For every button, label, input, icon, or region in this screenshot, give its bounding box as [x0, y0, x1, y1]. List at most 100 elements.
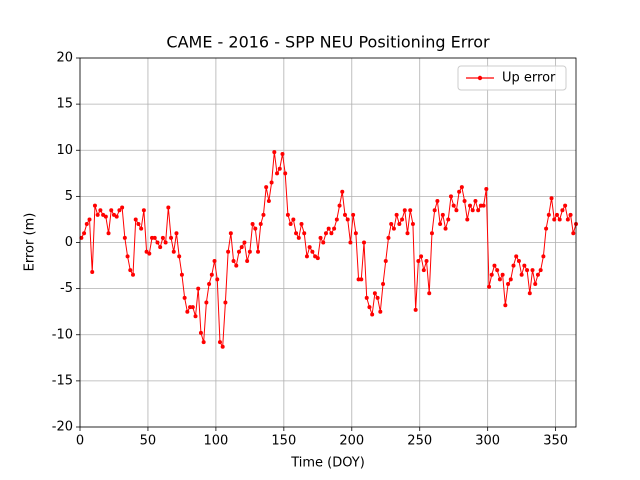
data-point [256, 249, 261, 254]
x-tick-label: 300 [475, 434, 500, 449]
data-point [372, 291, 377, 296]
data-point [500, 272, 505, 277]
data-point [141, 208, 146, 213]
data-point [236, 249, 241, 254]
data-point [348, 240, 353, 245]
legend-box [457, 65, 567, 91]
data-point [503, 303, 508, 308]
data-point [563, 203, 568, 208]
data-point [190, 305, 195, 310]
data-point [410, 222, 415, 227]
data-point [226, 249, 231, 254]
data-point [326, 226, 331, 231]
data-point [217, 340, 222, 345]
data-point [296, 235, 301, 240]
data-point [315, 256, 320, 261]
data-point [351, 212, 356, 217]
data-point [163, 240, 168, 245]
data-point [136, 222, 141, 227]
data-point [114, 214, 119, 219]
data-point [179, 272, 184, 277]
chart-title: CAME - 2016 - SPP NEU Positioning Error [166, 33, 490, 52]
data-point [277, 166, 282, 171]
data-point [492, 263, 497, 268]
data-point [299, 222, 304, 227]
data-point [264, 185, 269, 190]
y-tick-label: 15 [56, 97, 73, 112]
data-point [506, 282, 511, 287]
data-point [413, 307, 418, 312]
y-tick-label: -5 [60, 281, 73, 296]
data-point [468, 203, 473, 208]
data-point [87, 217, 92, 222]
data-point [446, 217, 451, 222]
data-point [245, 258, 250, 263]
data-point [367, 305, 372, 310]
data-point [364, 295, 369, 300]
data-point [307, 245, 312, 250]
data-point [476, 208, 481, 213]
legend-label: Up error [502, 71, 556, 86]
data-point [147, 251, 152, 256]
data-point [280, 151, 285, 156]
data-point [332, 226, 337, 231]
data-point [98, 208, 103, 213]
data-point [353, 231, 358, 236]
data-point [304, 254, 309, 259]
x-tick-label: 50 [140, 434, 157, 449]
data-point [198, 330, 203, 335]
data-point [554, 212, 559, 217]
data-point [400, 217, 405, 222]
data-point [242, 240, 247, 245]
data-point [155, 240, 160, 245]
data-point [139, 226, 144, 231]
legend-marker [477, 75, 483, 81]
data-point [427, 291, 432, 296]
data-point [489, 272, 494, 277]
data-point [465, 217, 470, 222]
x-tick-label: 200 [339, 434, 364, 449]
data-point [381, 282, 386, 287]
data-point [120, 205, 125, 210]
data-point [201, 340, 206, 345]
data-point [193, 314, 198, 319]
data-point [533, 282, 538, 287]
x-tick-label: 350 [543, 434, 568, 449]
data-point [544, 226, 549, 231]
data-point [560, 208, 565, 213]
data-point [565, 217, 570, 222]
x-tick-label: 100 [203, 434, 228, 449]
data-point [223, 300, 228, 305]
data-point [457, 189, 462, 194]
data-point [160, 235, 165, 240]
data-point [266, 198, 271, 203]
data-point [171, 249, 176, 254]
data-point [391, 226, 396, 231]
y-tick-label: 0 [65, 235, 73, 250]
data-point [383, 258, 388, 263]
data-point [342, 212, 347, 217]
data-point [329, 231, 334, 236]
data-point [552, 217, 557, 222]
data-point [340, 189, 345, 194]
data-point [337, 203, 342, 208]
data-point [470, 208, 475, 213]
data-point [405, 231, 410, 236]
data-point [283, 171, 288, 176]
y-tick-label: -20 [52, 420, 73, 435]
data-point [522, 263, 527, 268]
y-tick-label: -10 [52, 327, 73, 342]
data-point [220, 344, 225, 349]
data-point [419, 254, 424, 259]
data-point [185, 309, 190, 314]
data-point [438, 222, 443, 227]
y-tick-label: 5 [65, 189, 73, 204]
data-point [443, 226, 448, 231]
data-point [435, 198, 440, 203]
data-point [378, 309, 383, 314]
data-point [318, 235, 323, 240]
data-point [462, 198, 467, 203]
data-point [473, 198, 478, 203]
data-point [375, 295, 380, 300]
data-point [527, 291, 532, 296]
